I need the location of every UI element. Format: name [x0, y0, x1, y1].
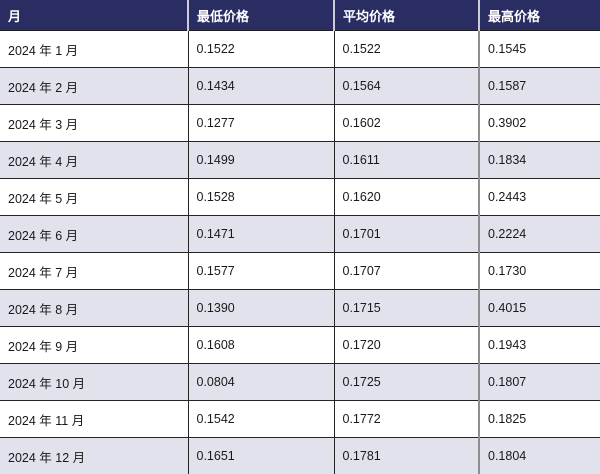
- column-header-min-price: 最低价格: [187, 0, 334, 31]
- cell-min-price: 0.1577: [187, 252, 334, 290]
- table-row: 2024 年 1 月 0.1522 0.1522 0.1545: [0, 30, 600, 68]
- cell-min-price: 0.1434: [187, 67, 334, 105]
- cell-avg-price: 0.1701: [333, 215, 479, 253]
- cell-avg-price: 0.1564: [333, 67, 479, 105]
- table-row: 2024 年 9 月 0.1608 0.1720 0.1943: [0, 326, 600, 364]
- table-row: 2024 年 8 月 0.1390 0.1715 0.4015: [0, 289, 600, 327]
- cell-month: 2024 年 8 月: [0, 289, 188, 327]
- cell-month: 2024 年 5 月: [0, 178, 188, 216]
- cell-max-price: 0.1943: [478, 326, 600, 364]
- cell-max-price: 0.4015: [478, 289, 600, 327]
- cell-max-price: 0.2224: [478, 215, 600, 253]
- cell-max-price: 0.1825: [478, 400, 600, 438]
- cell-avg-price: 0.1707: [333, 252, 479, 290]
- cell-month: 2024 年 12 月: [0, 437, 188, 474]
- cell-min-price: 0.1277: [187, 104, 334, 142]
- cell-max-price: 0.3902: [478, 104, 600, 142]
- cell-month: 2024 年 3 月: [0, 104, 188, 142]
- cell-max-price: 0.1807: [478, 363, 600, 401]
- cell-month: 2024 年 6 月: [0, 215, 188, 253]
- cell-max-price: 0.1834: [478, 141, 600, 179]
- cell-min-price: 0.1390: [187, 289, 334, 327]
- cell-avg-price: 0.1715: [333, 289, 479, 327]
- cell-month: 2024 年 2 月: [0, 67, 188, 105]
- table-row: 2024 年 3 月 0.1277 0.1602 0.3902: [0, 104, 600, 142]
- cell-month: 2024 年 11 月: [0, 400, 188, 438]
- cell-avg-price: 0.1772: [333, 400, 479, 438]
- cell-min-price: 0.0804: [187, 363, 334, 401]
- table-row: 2024 年 10 月 0.0804 0.1725 0.1807: [0, 363, 600, 401]
- cell-avg-price: 0.1725: [333, 363, 479, 401]
- table-row: 2024 年 2 月 0.1434 0.1564 0.1587: [0, 67, 600, 105]
- cell-avg-price: 0.1720: [333, 326, 479, 364]
- cell-month: 2024 年 1 月: [0, 30, 188, 68]
- column-header-max-price: 最高价格: [478, 0, 600, 31]
- cell-min-price: 0.1499: [187, 141, 334, 179]
- column-header-month: 月: [0, 0, 188, 31]
- cell-max-price: 0.1804: [478, 437, 600, 474]
- cell-min-price: 0.1528: [187, 178, 334, 216]
- header-row: 月 最低价格 平均价格 最高价格: [0, 0, 600, 31]
- cell-month: 2024 年 10 月: [0, 363, 188, 401]
- table-row: 2024 年 7 月 0.1577 0.1707 0.1730: [0, 252, 600, 290]
- column-header-avg-price: 平均价格: [333, 0, 479, 31]
- cell-min-price: 0.1608: [187, 326, 334, 364]
- cell-min-price: 0.1651: [187, 437, 334, 474]
- table-row: 2024 年 12 月 0.1651 0.1781 0.1804: [0, 437, 600, 474]
- cell-month: 2024 年 9 月: [0, 326, 188, 364]
- cell-max-price: 0.1545: [478, 30, 600, 68]
- cell-avg-price: 0.1620: [333, 178, 479, 216]
- cell-month: 2024 年 7 月: [0, 252, 188, 290]
- table-row: 2024 年 11 月 0.1542 0.1772 0.1825: [0, 400, 600, 438]
- cell-avg-price: 0.1611: [333, 141, 479, 179]
- cell-avg-price: 0.1522: [333, 30, 479, 68]
- cell-month: 2024 年 4 月: [0, 141, 188, 179]
- cell-max-price: 0.1587: [478, 67, 600, 105]
- cell-max-price: 0.2443: [478, 178, 600, 216]
- cell-max-price: 0.1730: [478, 252, 600, 290]
- table-row: 2024 年 5 月 0.1528 0.1620 0.2443: [0, 178, 600, 216]
- table-row: 2024 年 6 月 0.1471 0.1701 0.2224: [0, 215, 600, 253]
- cell-min-price: 0.1522: [187, 30, 334, 68]
- cell-avg-price: 0.1781: [333, 437, 479, 474]
- cell-min-price: 0.1542: [187, 400, 334, 438]
- cell-avg-price: 0.1602: [333, 104, 479, 142]
- table-row: 2024 年 4 月 0.1499 0.1611 0.1834: [0, 141, 600, 179]
- table-body: 2024 年 1 月 0.1522 0.1522 0.1545 2024 年 2 月 0.…: [0, 30, 600, 474]
- cell-min-price: 0.1471: [187, 215, 334, 253]
